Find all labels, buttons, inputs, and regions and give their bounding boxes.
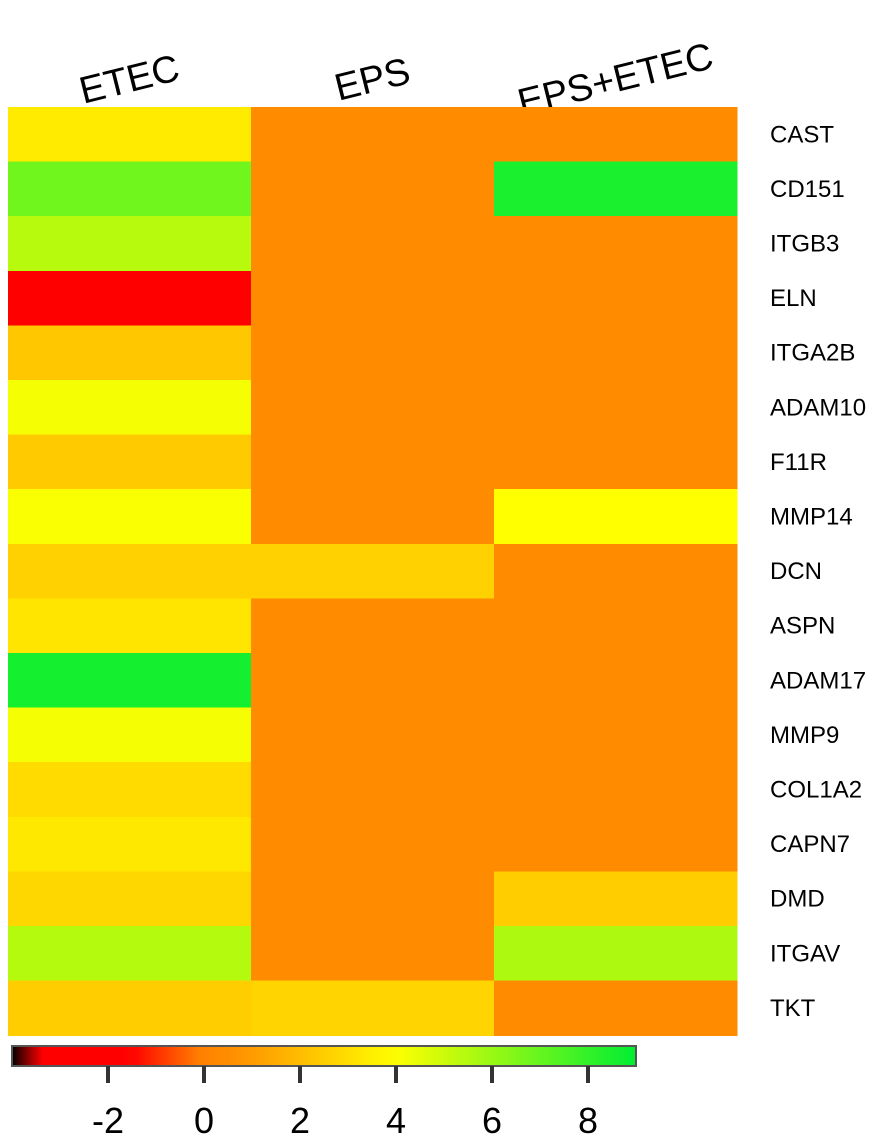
colorbar: -2 0 2 4 6 8: [11, 1045, 637, 1136]
column-label-etec: ETEC: [75, 47, 184, 112]
heatmap-cell-capn7-etec: [8, 816, 252, 872]
heatmap-cell-itgb3-eps-etec: [494, 216, 738, 272]
row-label-col1a2: COL1A2: [770, 777, 862, 804]
row-label-dcn: DCN: [770, 558, 822, 585]
colorbar-tick-label-1: 0: [194, 1100, 214, 1136]
heatmap-cell-eln-eps-etec: [494, 270, 738, 326]
heatmap-cell-cd151-eps: [251, 161, 495, 217]
heatmap-cell-tkt-etec: [8, 980, 252, 1036]
heatmap-cell-col1a2-etec: [8, 762, 252, 818]
heatmap-cell-aspn-eps-etec: [494, 598, 738, 654]
heatmap-cell-aspn-eps: [251, 598, 495, 654]
heatmap-cell-itga2b-etec: [8, 325, 252, 381]
heatmap-cell-itga2b-eps: [251, 325, 495, 381]
colorbar-gradient: [11, 1045, 637, 1067]
heatmap-cell-mmp14-eps-etec: [494, 489, 738, 545]
heatmap-cell-tkt-eps-etec: [494, 980, 738, 1036]
heatmap-cell-mmp9-eps: [251, 707, 495, 763]
row-label-mmp9: MMP9: [770, 722, 839, 749]
heatmap-cell-dcn-etec: [8, 543, 252, 599]
heatmap-cell-cast-etec: [8, 107, 252, 163]
column-label-eps: EPS: [331, 50, 415, 109]
heatmap-cell-adam10-eps: [251, 380, 495, 436]
heatmap-cell-adam17-etec: [8, 653, 252, 709]
row-labels: CAST CD151 ITGB3 ELN ITGA2B ADAM10 F11R MMP14 DC…: [770, 121, 866, 1022]
heatmap-cell-col1a2-eps-etec: [494, 762, 738, 818]
heatmap-cell-itgb3-eps: [251, 216, 495, 272]
heatmap-cell-mmp14-eps: [251, 489, 495, 545]
colorbar-tick-label-4: 6: [482, 1100, 502, 1136]
heatmap-cell-mmp14-etec: [8, 489, 252, 545]
heatmap-cell-dcn-eps-etec: [494, 543, 738, 599]
heatmap-cell-cd151-eps-etec: [494, 161, 738, 217]
heatmap-cell-capn7-eps-etec: [494, 816, 738, 872]
heatmap-cell-tkt-eps: [251, 980, 495, 1036]
row-label-itgb3: ITGB3: [770, 231, 839, 258]
heatmap-cell-adam10-eps-etec: [494, 380, 738, 436]
heatmap-cell-cast-eps: [251, 107, 495, 163]
row-label-itga2b: ITGA2B: [770, 340, 855, 367]
row-label-aspn: ASPN: [770, 613, 835, 640]
row-label-capn7: CAPN7: [770, 831, 850, 858]
heatmap-cell-col1a2-eps: [251, 762, 495, 818]
row-label-cd151: CD151: [770, 176, 845, 203]
heatmap-cell-dmd-etec: [8, 871, 252, 927]
heatmap-cell-mmp9-eps-etec: [494, 707, 738, 763]
row-label-f11r: F11R: [770, 449, 827, 476]
row-label-cast: CAST: [770, 121, 834, 148]
heatmap-cell-adam17-eps: [251, 653, 495, 709]
heatmap-cell-itgav-eps-etec: [494, 926, 738, 982]
row-label-adam10: ADAM10: [770, 394, 866, 421]
heatmap-cell-adam17-eps-etec: [494, 653, 738, 709]
colorbar-tick-label-0: -2: [92, 1100, 124, 1136]
heatmap-cell-cast-eps-etec: [494, 107, 738, 163]
heatmap-cell-adam10-etec: [8, 380, 252, 436]
heatmap-cell-f11r-eps: [251, 434, 495, 490]
heatmap-cell-cd151-etec: [8, 161, 252, 217]
heatmap-cell-itgav-eps: [251, 926, 495, 982]
colorbar-tick-label-5: 8: [578, 1100, 598, 1136]
heatmap-cell-capn7-eps: [251, 816, 495, 872]
heatmap-cell-itga2b-eps-etec: [494, 325, 738, 381]
heatmap-cell-itgb3-etec: [8, 216, 252, 272]
row-label-eln: ELN: [770, 285, 817, 312]
heatmap-cell-f11r-eps-etec: [494, 434, 738, 490]
heatmap-cell-dmd-eps-etec: [494, 871, 738, 927]
row-label-dmd: DMD: [770, 886, 825, 913]
heatmap-cell-mmp9-etec: [8, 707, 252, 763]
heatmap-cell-dcn-eps: [251, 543, 495, 599]
colorbar-tick-label-2: 2: [290, 1100, 310, 1136]
heatmap-cell-itgav-etec: [8, 926, 252, 982]
heatmap-cells: [8, 107, 738, 1036]
colorbar-tick-label-3: 4: [386, 1100, 406, 1136]
row-label-tkt: TKT: [770, 995, 816, 1022]
heatmap-cell-eln-etec: [8, 270, 252, 326]
row-label-adam17: ADAM17: [770, 667, 866, 694]
heatmap-cell-aspn-etec: [8, 598, 252, 654]
row-label-itgav: ITGAV: [770, 940, 840, 967]
heatmap-cell-dmd-eps: [251, 871, 495, 927]
row-label-mmp14: MMP14: [770, 504, 853, 531]
heatmap-cell-f11r-etec: [8, 434, 252, 490]
heatmap-cell-eln-eps: [251, 270, 495, 326]
